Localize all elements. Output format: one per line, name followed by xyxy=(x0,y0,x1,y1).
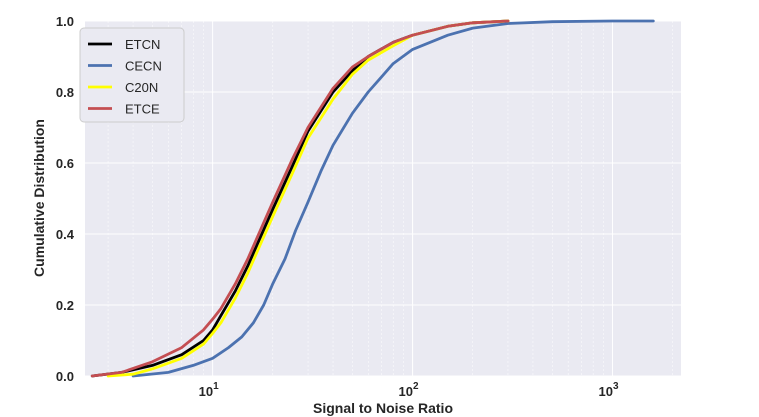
legend-box xyxy=(79,27,185,123)
minor-grid xyxy=(107,21,673,376)
x-tick-labels: 101 102 103 xyxy=(199,381,619,399)
x-tick-label: 101 xyxy=(199,381,219,399)
major-grid xyxy=(85,20,681,377)
y-tick-label: 1.0 xyxy=(56,14,74,29)
y-tick-label: 0.6 xyxy=(56,156,74,171)
legend-label-c20n: C20N xyxy=(125,80,158,95)
legend: ETCN CECN C20N ETCE xyxy=(79,27,185,123)
y-tick-labels: 0.0 0.2 0.4 0.6 0.8 1.0 xyxy=(56,14,75,384)
legend-label-etcn: ETCN xyxy=(125,37,160,52)
y-tick-label: 0.8 xyxy=(56,85,74,100)
series-line-cecn xyxy=(131,19,655,378)
series-line-etce xyxy=(90,19,510,378)
x-tick-label: 103 xyxy=(599,381,619,399)
x-axis-label: Signal to Noise Ratio xyxy=(313,400,453,416)
legend-label-cecn: CECN xyxy=(125,59,162,74)
y-tick-label: 0.4 xyxy=(56,227,75,242)
x-tick-label: 102 xyxy=(399,381,419,399)
y-axis-label: Cumulative Distribution xyxy=(31,119,47,277)
y-tick-label: 0.0 xyxy=(56,369,74,384)
series-layer xyxy=(90,19,655,378)
y-tick-label: 0.2 xyxy=(56,298,74,313)
legend-label-etce: ETCE xyxy=(125,102,160,117)
